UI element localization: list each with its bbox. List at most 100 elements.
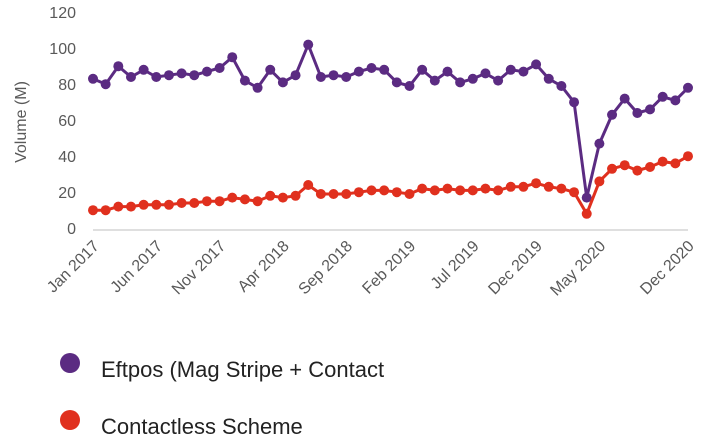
point [657, 156, 668, 167]
point [442, 183, 453, 194]
point [353, 66, 364, 77]
point [505, 181, 516, 192]
point [138, 199, 149, 210]
point [493, 75, 504, 86]
point [670, 95, 681, 106]
point [493, 185, 504, 196]
x-tick-label: Apr 2018 [235, 238, 293, 296]
y-tick-label: 40 [58, 149, 76, 166]
point [88, 73, 98, 84]
point [315, 189, 326, 199]
point [442, 66, 453, 77]
point [201, 196, 212, 207]
point [404, 189, 415, 199]
point [429, 185, 440, 196]
point [645, 104, 656, 115]
point [328, 189, 339, 199]
point [138, 64, 149, 75]
y-tick-label: 0 [67, 221, 76, 238]
point [176, 68, 187, 79]
y-axis-label: Volume (M) [13, 81, 30, 163]
point [328, 70, 339, 81]
point [683, 151, 693, 162]
legend-label: Eftpos (Mag Stripe + Contact [101, 357, 384, 382]
point [594, 176, 605, 187]
point [531, 178, 542, 189]
point [303, 39, 314, 50]
point [366, 63, 377, 73]
point [518, 181, 529, 192]
point [315, 72, 326, 82]
point [505, 64, 516, 75]
point [556, 183, 567, 194]
point [569, 187, 580, 198]
point [239, 75, 250, 86]
point [531, 59, 542, 70]
point [455, 77, 466, 88]
point [569, 97, 580, 108]
point [125, 201, 136, 212]
point [379, 64, 390, 75]
point [100, 79, 111, 90]
point [543, 73, 554, 84]
point [645, 162, 656, 172]
point [341, 189, 352, 199]
point [277, 192, 288, 203]
point [581, 192, 592, 203]
point [683, 82, 693, 93]
x-tick-label: May 2020 [547, 238, 609, 300]
legend-marker [60, 353, 80, 373]
point [201, 66, 212, 77]
point [417, 64, 428, 75]
point [619, 160, 630, 171]
point [88, 205, 98, 216]
point [227, 52, 238, 63]
point [607, 163, 618, 174]
point [619, 93, 630, 104]
y-tick-label: 60 [58, 113, 76, 130]
point [632, 165, 643, 176]
point [277, 77, 288, 88]
x-tick-label: Nov 2017 [169, 238, 230, 299]
point [391, 187, 402, 198]
point [467, 73, 478, 84]
x-tick-label: Dec 2020 [637, 238, 698, 299]
x-tick-label: Dec 2019 [485, 238, 546, 299]
x-tick-label: Jan 2017 [44, 238, 103, 297]
y-tick-label: 80 [58, 77, 76, 94]
point [100, 205, 111, 216]
point [189, 70, 200, 81]
point [518, 66, 529, 77]
point [176, 198, 187, 208]
legend-marker [60, 410, 80, 430]
point [151, 72, 162, 82]
point [252, 82, 263, 93]
point [657, 91, 668, 102]
point [417, 183, 428, 194]
point [594, 138, 605, 149]
point [543, 181, 554, 192]
point [113, 201, 124, 212]
point [366, 185, 377, 196]
point [151, 199, 162, 210]
point [113, 61, 124, 72]
point [581, 208, 592, 219]
point [265, 64, 276, 75]
legend-label: Contactless Scheme [101, 414, 303, 439]
point [227, 192, 238, 203]
point [125, 72, 136, 82]
point [239, 194, 250, 205]
x-tick-label: Sep 2018 [296, 238, 357, 299]
point [455, 185, 466, 196]
point [467, 185, 478, 196]
point [163, 199, 174, 210]
point [252, 196, 263, 207]
point [404, 81, 415, 91]
y-tick-label: 120 [49, 5, 76, 22]
point [189, 198, 200, 208]
x-tick-label: Feb 2019 [359, 238, 419, 298]
point [480, 183, 491, 194]
point [670, 158, 681, 169]
point [480, 68, 491, 79]
point [214, 196, 225, 207]
